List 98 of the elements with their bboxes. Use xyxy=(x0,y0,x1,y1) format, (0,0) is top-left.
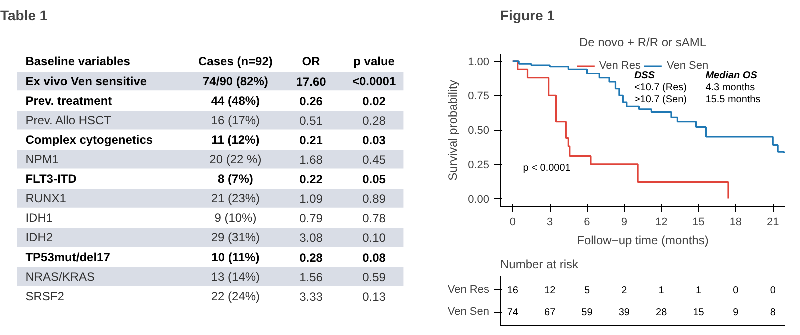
text: 28 xyxy=(656,308,668,319)
text: 12 xyxy=(544,285,556,296)
x-tick-label: 15 xyxy=(692,216,705,228)
text: 0.45 xyxy=(362,153,386,168)
text: 0 xyxy=(770,285,776,296)
annotation: 15.5 months xyxy=(706,94,761,106)
text: 39 xyxy=(618,308,630,319)
text: Cases (n=92) xyxy=(198,54,273,69)
text: 1.09 xyxy=(300,192,324,206)
text: 0.28 xyxy=(362,114,386,128)
text: 74/90 (82%) xyxy=(203,74,268,88)
text: IDH2 xyxy=(26,230,54,245)
text: NPM1 xyxy=(26,152,60,167)
text: 0.89 xyxy=(362,192,386,206)
text: 0.10 xyxy=(362,231,386,246)
text: Complex cytogenetics xyxy=(26,132,154,147)
text: 0.13 xyxy=(362,290,386,304)
text: 16 xyxy=(507,285,519,296)
text: 9 xyxy=(733,308,740,319)
text: 67 xyxy=(544,308,556,319)
text: Baseline variables xyxy=(26,54,131,69)
annotation: p < 0.0001 xyxy=(523,163,572,174)
text: 0.21 xyxy=(300,133,324,148)
y-tick-label: 0.00 xyxy=(468,194,490,206)
text: 0 xyxy=(733,285,740,296)
text: 22 (24%) xyxy=(211,289,260,304)
y-axis-title: Survival probability xyxy=(446,80,460,181)
text: NRAS/KRAS xyxy=(26,270,96,284)
x-tick-label: 21 xyxy=(766,216,780,228)
annotation: Median OS xyxy=(706,70,758,82)
y-tick-label: 0.50 xyxy=(468,125,490,138)
text: SRSF2 xyxy=(26,289,65,304)
text: 0.79 xyxy=(300,212,324,226)
text: 11 (12%) xyxy=(212,132,260,147)
text: 1 xyxy=(658,285,665,296)
chart-title: Figure 1 xyxy=(500,8,556,24)
text: 74 xyxy=(507,308,519,319)
text: 13 (14%) xyxy=(211,270,260,284)
text: Number at risk xyxy=(500,258,580,272)
text: 0.05 xyxy=(362,172,386,187)
text: Table 1 xyxy=(0,8,48,24)
text: 0.22 xyxy=(300,172,324,187)
x-axis-title: Follow−up time (months) xyxy=(577,234,709,248)
annotation: DSS xyxy=(634,70,656,82)
text: 59 xyxy=(582,308,594,319)
text: 3.33 xyxy=(300,290,324,304)
text: 0.02 xyxy=(362,94,386,108)
text: IDH1 xyxy=(26,211,54,226)
y-tick-label: 1.00 xyxy=(468,56,490,68)
x-tick-label: 0 xyxy=(510,216,516,228)
text: 2 xyxy=(622,285,628,296)
text: 20 (22 %) xyxy=(210,152,262,167)
text: 21 (23%) xyxy=(211,192,260,206)
text: 0.03 xyxy=(362,133,386,148)
text: 5 xyxy=(584,285,590,296)
x-tick-label: 12 xyxy=(655,216,668,228)
text: OR xyxy=(302,54,321,69)
text: 0.08 xyxy=(362,250,386,265)
x-tick-label: 18 xyxy=(730,216,742,228)
annotation: >10.7 (Sen) xyxy=(634,94,687,106)
text: 17.60 xyxy=(296,74,327,89)
y-tick-label: 0.75 xyxy=(468,90,490,103)
text: 10 (11%) xyxy=(212,250,260,264)
text: 0.28 xyxy=(300,250,324,265)
text: 0.78 xyxy=(362,212,386,226)
chart-subtitle: De novo + R/R or sAML xyxy=(579,36,707,50)
text: 8 xyxy=(770,308,776,319)
text: 0.59 xyxy=(362,270,386,284)
text: Ven Res xyxy=(448,284,490,296)
text: 1.68 xyxy=(300,153,324,168)
text: 0.26 xyxy=(300,94,324,108)
annotation: 4.3 months xyxy=(706,82,756,94)
text: 0.51 xyxy=(300,114,324,128)
x-tick-label: 9 xyxy=(621,216,628,228)
y-tick-label: 0.25 xyxy=(468,159,490,172)
text: p value xyxy=(354,54,396,69)
text: TP53mut/del17 xyxy=(26,250,111,264)
legend-label: Ven Sen xyxy=(667,60,709,72)
text: RUNX1 xyxy=(26,192,67,206)
text: FLT3-ITD xyxy=(26,172,78,186)
annotation: <10.7 (Res) xyxy=(634,82,687,94)
text: 44 (48%) xyxy=(211,94,260,108)
text: 3.08 xyxy=(300,231,324,246)
x-tick-label: 6 xyxy=(584,216,590,228)
legend-label: Ven Res xyxy=(599,60,641,72)
text: 9 (10%) xyxy=(214,211,257,226)
text: 1 xyxy=(696,285,702,296)
text: 16 (17%) xyxy=(211,113,260,128)
text: 8 (7%) xyxy=(218,172,254,186)
text: Ven Sen xyxy=(448,306,490,318)
text: 29 (31%) xyxy=(211,230,260,245)
text: 1.56 xyxy=(300,270,324,284)
text: 15 xyxy=(693,308,705,319)
text: Ex vivo Ven sensitive xyxy=(26,74,148,88)
x-tick-label: 3 xyxy=(547,216,554,228)
text: Prev. Allo HSCT xyxy=(26,113,112,128)
text: <0.0001 xyxy=(352,74,396,88)
text: Prev. treatment xyxy=(26,94,112,108)
